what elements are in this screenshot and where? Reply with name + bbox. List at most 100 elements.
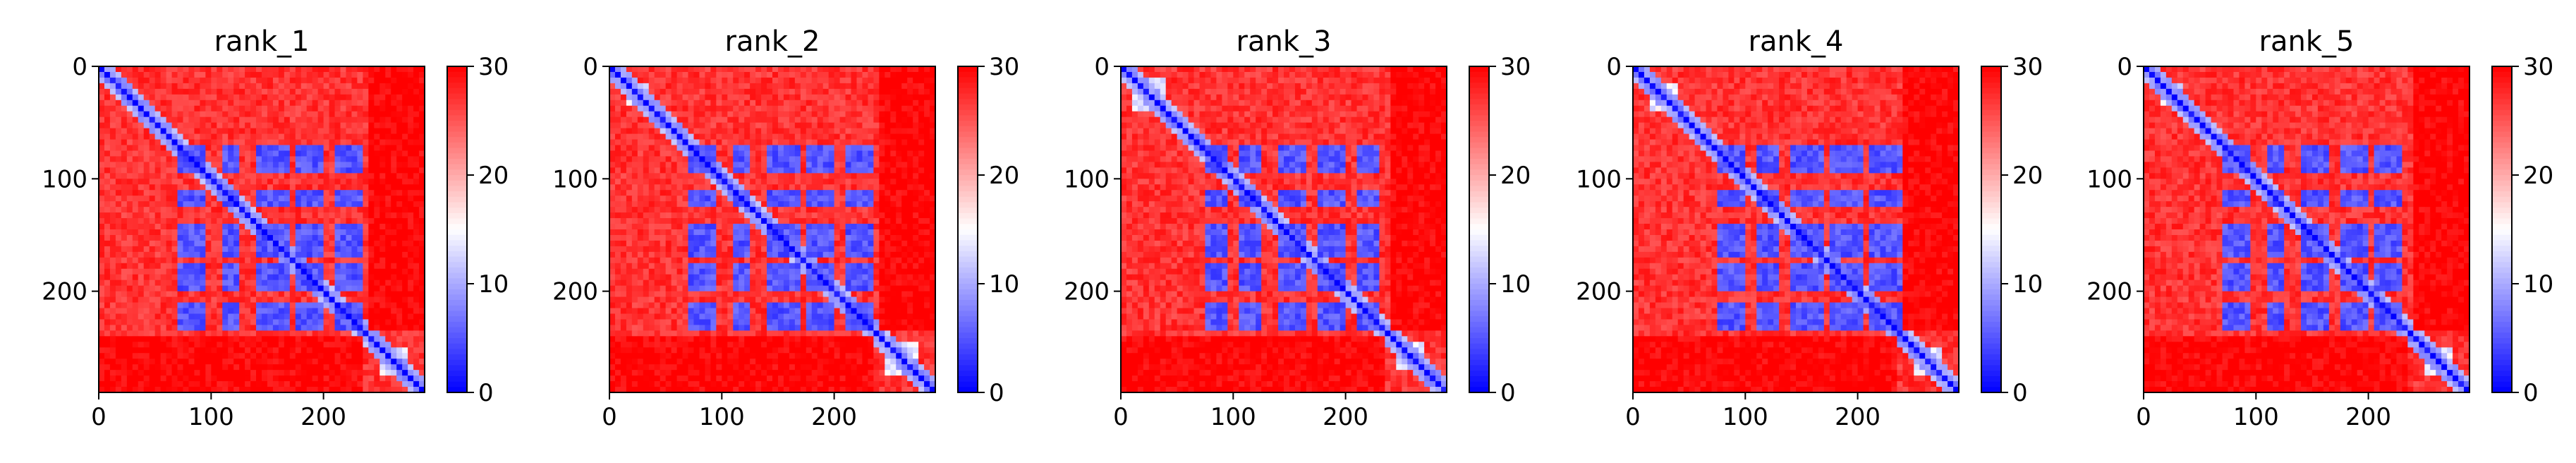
- heatmap-cell: [166, 246, 173, 253]
- heatmap-cell: [171, 381, 178, 387]
- heatmap-cell: [138, 246, 145, 253]
- heatmap-cell: [317, 342, 324, 348]
- heatmap-cell: [419, 347, 425, 354]
- heatmap-cell: [822, 116, 830, 124]
- heatmap-cell: [312, 296, 319, 303]
- heatmap-cell: [918, 88, 925, 95]
- heatmap-cell: [99, 212, 105, 219]
- heatmap-cell: [716, 196, 722, 202]
- heatmap-cell: [739, 201, 745, 208]
- heatmap-cell: [329, 257, 336, 264]
- heatmap-cell: [132, 308, 139, 315]
- heatmap-cell: [631, 196, 638, 202]
- heatmap-cell: [262, 325, 268, 331]
- heatmap-cell: [262, 156, 268, 163]
- heatmap-cell: [408, 162, 414, 168]
- heatmap-cell: [317, 212, 324, 219]
- heatmap-cell: [217, 347, 223, 354]
- heatmap-cell: [374, 218, 380, 224]
- heatmap-cell: [194, 240, 200, 247]
- heatmap-cell: [817, 100, 824, 107]
- heatmap-cell: [278, 201, 285, 208]
- heatmap-cell: [245, 71, 251, 78]
- heatmap-cell: [200, 122, 206, 129]
- heatmap-cell: [262, 184, 268, 191]
- heatmap-cell: [340, 133, 347, 140]
- heatmap-cell: [329, 342, 336, 348]
- heatmap-cell: [648, 190, 655, 196]
- heatmap-cell: [614, 105, 621, 112]
- heatmap-cell: [783, 196, 790, 202]
- heatmap-cell: [682, 207, 689, 213]
- heatmap-cell: [811, 196, 818, 202]
- heatmap-cell: [340, 173, 347, 179]
- heatmap-cell: [306, 150, 313, 157]
- heatmap-cell: [340, 387, 347, 393]
- heatmap-cell: [716, 133, 722, 140]
- heatmap-cell: [800, 212, 807, 219]
- heatmap-cell: [211, 145, 217, 152]
- heatmap-cell: [408, 66, 414, 73]
- heatmap-cell: [408, 308, 414, 315]
- heatmap-cell: [217, 353, 223, 359]
- heatmap-cell: [104, 246, 111, 253]
- heatmap-cell: [868, 105, 874, 112]
- heatmap-cell: [317, 105, 324, 112]
- heatmap-cell: [194, 257, 200, 264]
- heatmap-cell: [262, 77, 268, 84]
- colorbar-tick-label: 10: [478, 270, 509, 299]
- heatmap-cell: [284, 196, 291, 202]
- heatmap-cell: [228, 325, 234, 331]
- heatmap-cell: [811, 94, 818, 101]
- heatmap-cell: [99, 353, 105, 359]
- heatmap-cell: [643, 184, 650, 191]
- heatmap-cell: [194, 308, 200, 315]
- heatmap-cell: [205, 296, 212, 303]
- heatmap-cell: [194, 342, 200, 348]
- heatmap-cell: [171, 347, 178, 354]
- heatmap-cell: [620, 88, 627, 95]
- heatmap-cell: [750, 111, 756, 118]
- heatmap-cell: [391, 313, 397, 320]
- heatmap-cell: [317, 66, 324, 73]
- heatmap-cell: [727, 122, 734, 129]
- heatmap-cell: [811, 150, 818, 157]
- heatmap-cell: [211, 353, 217, 359]
- heatmap-cell: [250, 212, 257, 219]
- heatmap-cell: [171, 330, 178, 337]
- heatmap-cell: [750, 173, 756, 179]
- heatmap-cell: [194, 387, 200, 393]
- heatmap-cell: [222, 145, 229, 152]
- heatmap-cell: [188, 201, 195, 208]
- heatmap-cell: [262, 285, 268, 292]
- heatmap-cell: [396, 116, 403, 124]
- heatmap-cell: [845, 111, 852, 118]
- heatmap-cell: [671, 133, 678, 140]
- heatmap-cell: [772, 150, 779, 157]
- heatmap-cell: [839, 190, 846, 196]
- heatmap-cell: [676, 156, 684, 163]
- heatmap-cell: [284, 66, 291, 73]
- heatmap-cell: [391, 184, 397, 191]
- heatmap-cell: [800, 156, 807, 163]
- heatmap-cell: [160, 279, 167, 287]
- heatmap-cell: [245, 370, 251, 376]
- heatmap-cell: [217, 88, 223, 95]
- heatmap-cell: [267, 330, 274, 337]
- heatmap-cell: [385, 207, 391, 213]
- heatmap-cell: [334, 240, 341, 247]
- heatmap-cell: [188, 319, 195, 326]
- heatmap-cell: [183, 100, 190, 107]
- heatmap-cell: [149, 279, 156, 287]
- heatmap-cell: [239, 246, 245, 253]
- heatmap-cell: [699, 116, 706, 124]
- heatmap-cell: [340, 257, 347, 264]
- heatmap-cell: [896, 111, 902, 118]
- heatmap-cell: [631, 139, 638, 146]
- heatmap-cell: [385, 116, 391, 124]
- heatmap-cell: [132, 347, 139, 354]
- heatmap-cell: [132, 381, 139, 387]
- heatmap-cell: [340, 347, 347, 354]
- heatmap-cell: [262, 353, 268, 359]
- heatmap-cell: [272, 207, 279, 213]
